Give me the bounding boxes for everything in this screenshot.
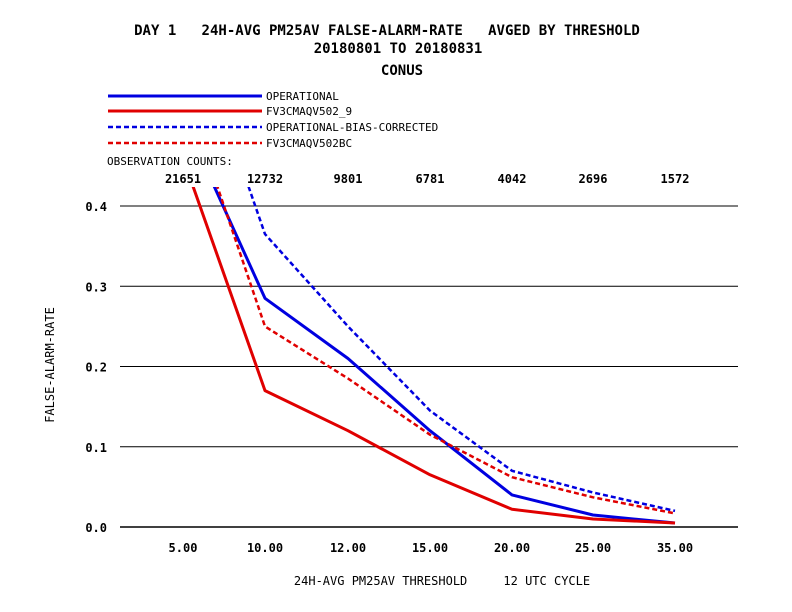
y-axis-title: FALSE-ALARM-RATE	[43, 307, 57, 423]
y-tick-label: 0.3	[85, 280, 107, 294]
observation-count: 2696	[579, 172, 608, 186]
observation-counts-label: OBSERVATION COUNTS:	[107, 155, 233, 168]
legend-label-operational: OPERATIONAL	[266, 90, 339, 103]
legend-label-fv3cmaqv502-9: FV3CMAQV502_9	[266, 105, 352, 118]
gridlines	[120, 205, 738, 448]
observation-count: 12732	[247, 172, 283, 186]
observation-count: 9801	[334, 172, 363, 186]
y-tick-labels: 0.0 0.1 0.2 0.3 0.4	[85, 200, 107, 535]
x-tick-label: 12.00	[330, 541, 366, 555]
x-tick-labels: 5.00 10.00 12.00 15.00 20.00 25.00 35.00	[169, 541, 694, 555]
observation-count: 6781	[416, 172, 445, 186]
observation-count: 4042	[498, 172, 527, 186]
y-tick-label: 0.4	[85, 200, 107, 214]
x-tick-label: 5.00	[169, 541, 198, 555]
observation-counts: 21651 12732 9801 6781 4042 2696 1572	[165, 172, 690, 186]
series-line-operational	[212, 187, 676, 525]
x-tick-label: 35.00	[657, 541, 693, 555]
series-layer	[191, 187, 676, 525]
chart-title-line-3: CONUS	[381, 63, 423, 79]
series-line-fv3cmaqv502bc	[216, 187, 676, 515]
x-tick-label: 20.00	[494, 541, 530, 555]
series-line-fv3cmaqv502-9	[191, 187, 676, 525]
legend: OPERATIONAL FV3CMAQV502_9 OPERATIONAL-BI…	[108, 90, 438, 150]
legend-label-operational-bias-corrected: OPERATIONAL-BIAS-CORRECTED	[266, 121, 438, 134]
x-axis-title: 24H-AVG PM25AV THRESHOLD 12 UTC CYCLE	[294, 574, 590, 588]
y-tick-label: 0.2	[85, 361, 107, 375]
x-tick-label: 15.00	[412, 541, 448, 555]
observation-count: 1572	[661, 172, 690, 186]
chart-title-line-1: DAY 1 24H-AVG PM25AV FALSE-ALARM-RATE AV…	[134, 23, 640, 39]
legend-label-fv3cmaqv502bc: FV3CMAQV502BC	[266, 137, 352, 150]
chart-title-line-2: 20180801 TO 20180831	[314, 41, 483, 57]
x-tick-label: 25.00	[575, 541, 611, 555]
observation-count: 21651	[165, 172, 201, 186]
y-tick-label: 0.1	[85, 441, 107, 455]
series-line-operational-bias-corrected	[247, 187, 676, 513]
y-tick-label: 0.0	[85, 521, 107, 535]
x-tick-label: 10.00	[247, 541, 283, 555]
